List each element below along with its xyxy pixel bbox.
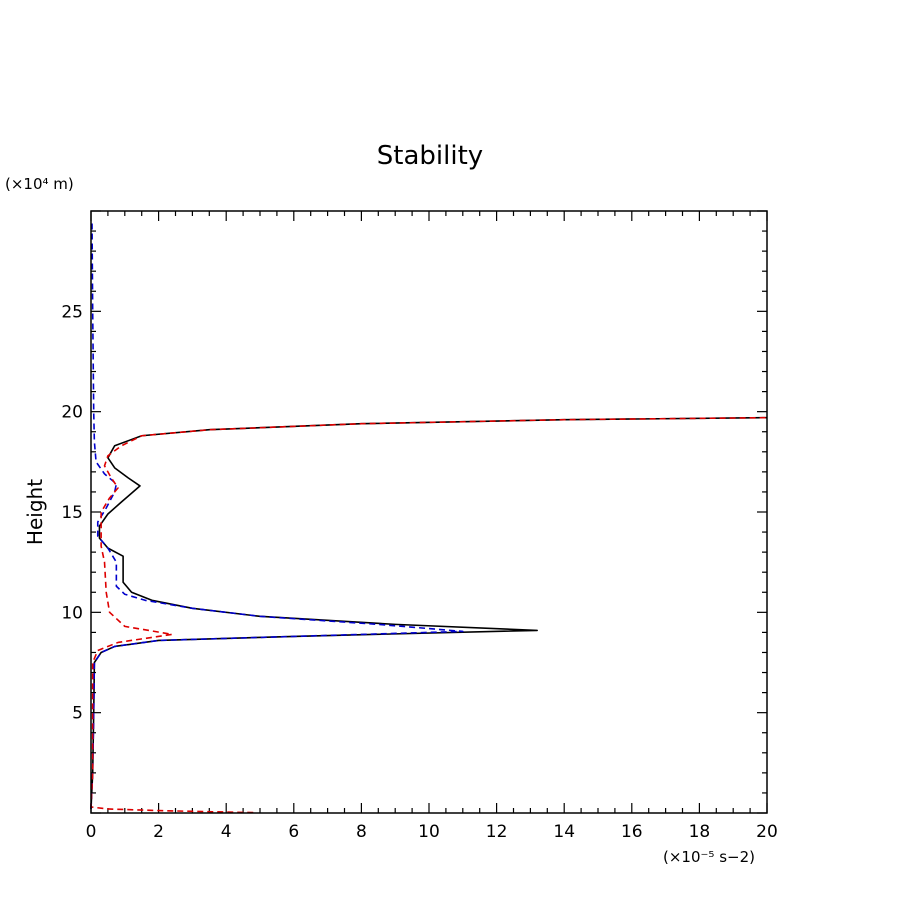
x-tick-label: 0	[86, 822, 97, 842]
y-tick-label: 10	[61, 603, 83, 623]
series-layer	[90, 221, 768, 814]
plot-frame	[90, 210, 768, 814]
series-line-2	[90, 416, 768, 814]
y-tick-label: 25	[61, 302, 83, 322]
y-tick-label: 5	[72, 704, 83, 724]
x-tick-label: 6	[288, 822, 299, 842]
x-tick-label: 2	[153, 822, 164, 842]
x-axis-unit: (×10⁻⁵ s−2)	[663, 848, 755, 866]
x-tick-label: 18	[689, 822, 711, 842]
axis-ticks: 0 2 4 6 8 10 12 14 16 18 20 5 10 15 20 25	[61, 210, 778, 842]
x-tick-label: 16	[621, 822, 643, 842]
x-tick-label: 4	[221, 822, 232, 842]
y-tick-label: 15	[61, 503, 83, 523]
x-tick-label: 8	[356, 822, 367, 842]
y-tick-label: 20	[61, 403, 83, 423]
x-tick-label: 14	[553, 822, 575, 842]
x-tick-label: 12	[486, 822, 508, 842]
series-line-0	[90, 416, 768, 810]
y-axis-label: Height	[23, 479, 47, 545]
chart-title: Stability	[377, 141, 483, 171]
y-axis-unit: (×10⁴ m)	[5, 175, 74, 193]
x-tick-label: 10	[418, 822, 440, 842]
x-tick-label: 20	[756, 822, 778, 842]
series-line-1	[90, 221, 464, 810]
